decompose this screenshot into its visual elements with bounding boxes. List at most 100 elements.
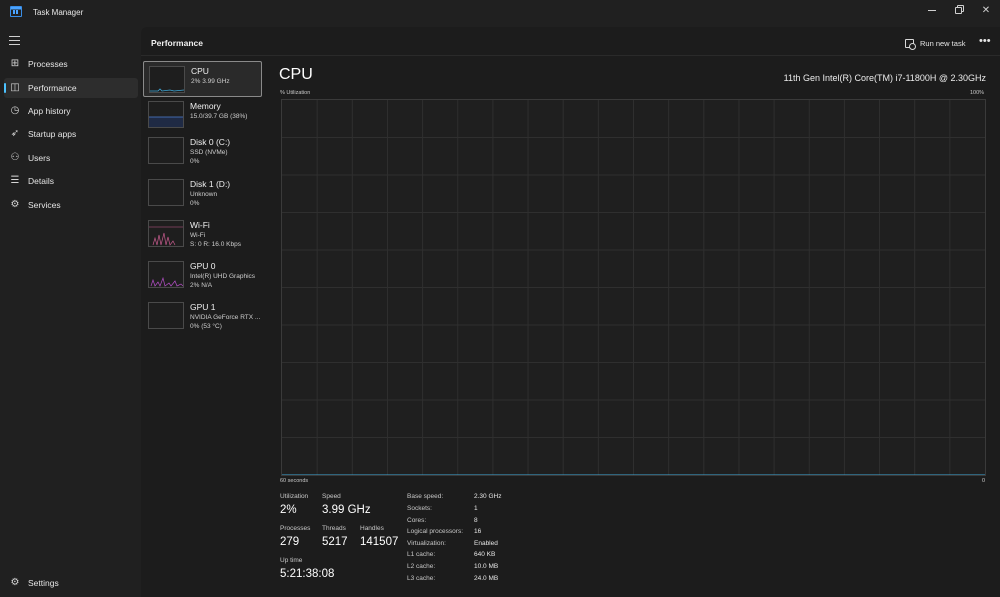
processes-icon: ⊞ [10, 58, 20, 69]
main-panel: Performance Run new task ••• CPU 2% 3.99… [141, 27, 1000, 597]
nav-label: Performance [28, 83, 77, 93]
nav-label: Users [28, 153, 51, 163]
device-name: Wi-Fi [190, 220, 210, 230]
utilization-max-label: 100% [970, 90, 985, 96]
spec-label: Cores: [407, 517, 427, 524]
processes-label: Processes [280, 525, 311, 532]
device-cpu[interactable]: CPU 2% 3.99 GHz [143, 61, 262, 97]
services-icon: ⚙ [10, 199, 20, 210]
x-axis-left-label: 60 seconds [280, 478, 309, 484]
device-disk-1[interactable]: Disk 1 (D:) Unknown 0% [143, 175, 262, 211]
hamburger-icon-line [9, 44, 20, 45]
spec-value: 2.30 GHz [474, 493, 502, 500]
device-name: GPU 1 [190, 302, 216, 312]
minimize-icon [928, 9, 936, 11]
nav-users[interactable]: ⚇ Users [4, 148, 138, 168]
title-bar: Task Manager ✕ [0, 0, 1000, 27]
device-disk-0[interactable]: Disk 0 (C:) SSD (NVMe) 0% [143, 133, 262, 169]
device-type: Intel(R) UHD Graphics [190, 273, 256, 280]
utilization-value: 2% [280, 504, 297, 516]
restore-icon [954, 6, 962, 14]
device-status: S: 0 R: 16.0 Kbps [190, 241, 241, 248]
run-new-task-label: Run new task [920, 38, 966, 48]
memory-mini-graph [149, 116, 183, 127]
performance-icon: ◫ [10, 82, 20, 93]
app-title: Task Manager [33, 8, 84, 17]
nav-settings[interactable]: ⚙ Settings [4, 573, 138, 593]
nav-processes[interactable]: ⊞ Processes [4, 54, 138, 74]
spec-label: Base speed: [407, 493, 444, 500]
threads-value: 5217 [322, 536, 348, 548]
nav-label: Processes [28, 59, 68, 69]
disk0-thumbnail [148, 137, 184, 164]
spec-label: Logical processors: [407, 528, 463, 535]
device-wifi[interactable]: Wi-Fi Wi-Fi S: 0 R: 16.0 Kbps [143, 216, 262, 252]
gpu0-thumbnail [148, 261, 184, 288]
cpu-model: 11th Gen Intel(R) Core(TM) i7-11800H @ 2… [783, 73, 986, 83]
spec-label: Sockets: [407, 505, 432, 512]
x-axis-right-label: 0 [982, 478, 986, 484]
spec-value: 24.0 MB [474, 575, 499, 582]
spec-label: L1 cache: [407, 551, 436, 558]
speed-label: Speed [322, 493, 341, 500]
device-gpu-1[interactable]: GPU 1 NVIDIA GeForce RTX ... 0% (53 °C) [143, 298, 262, 334]
speed-value: 3.99 GHz [322, 504, 371, 516]
spec-label: L3 cache: [407, 575, 436, 582]
close-button[interactable]: ✕ [972, 0, 1000, 20]
nav-performance[interactable]: ◫ Performance [4, 78, 138, 98]
device-status: 2% N/A [190, 282, 213, 289]
device-type: NVIDIA GeForce RTX ... [190, 314, 261, 321]
nav-label: App history [28, 106, 71, 116]
nav-services[interactable]: ⚙ Services [4, 195, 138, 215]
startup-apps-icon: ➶ [10, 128, 20, 139]
cpu-mini-graph [150, 88, 184, 92]
device-type: Wi-Fi [190, 232, 206, 239]
device-name: Memory [190, 101, 221, 111]
cpu-graph-svg [282, 100, 985, 476]
spec-value: 16 [474, 528, 482, 535]
run-task-icon [905, 38, 916, 50]
device-status: 0% (53 °C) [190, 323, 222, 330]
users-icon: ⚇ [10, 152, 20, 163]
processes-value: 279 [280, 536, 300, 548]
details-icon: ☰ [10, 175, 20, 186]
more-options-button[interactable]: ••• [979, 35, 991, 47]
memory-thumbnail [148, 101, 184, 128]
device-type: Unknown [190, 191, 218, 198]
hamburger-icon [9, 36, 20, 37]
cpu-utilization-graph [281, 99, 986, 476]
cpu-thumbnail [149, 66, 185, 93]
device-status: 0% [190, 200, 200, 207]
nav-startup-apps[interactable]: ➶ Startup apps [4, 124, 138, 144]
device-gpu-0[interactable]: GPU 0 Intel(R) UHD Graphics 2% N/A [143, 257, 262, 293]
nav-app-history[interactable]: ◷ App history [4, 101, 138, 121]
nav-details[interactable]: ☰ Details [4, 171, 138, 191]
device-name: CPU [191, 66, 209, 76]
nav-label: Services [28, 200, 61, 210]
minimize-button[interactable] [918, 0, 946, 20]
wifi-mini-graph [149, 226, 183, 246]
spec-value: 8 [474, 517, 478, 524]
settings-icon: ⚙ [10, 577, 20, 588]
handles-value: 141507 [360, 536, 399, 548]
spec-label: L2 cache: [407, 563, 436, 570]
device-status: 0% [190, 158, 200, 165]
gpu0-mini-graph [150, 276, 183, 287]
device-memory[interactable]: Memory 15.0/39.7 GB (38%) [143, 97, 262, 133]
page-title: Performance [151, 38, 203, 48]
wifi-thumbnail [148, 220, 184, 247]
threads-label: Threads [322, 525, 346, 532]
gpu1-thumbnail [148, 302, 184, 329]
app-history-icon: ◷ [10, 105, 20, 116]
utilization-axis-label: % Utilization [280, 90, 311, 96]
uptime-label: Up time [280, 557, 303, 564]
device-status: 2% 3.99 GHz [191, 78, 230, 85]
device-name: Disk 0 (C:) [190, 137, 231, 147]
menu-toggle-button[interactable] [9, 36, 20, 45]
task-manager-icon [10, 6, 22, 17]
run-new-task-button[interactable]: Run new task [905, 36, 965, 50]
header-divider [141, 55, 1000, 56]
restore-button[interactable] [944, 0, 972, 20]
uptime-value: 5:21:38:08 [280, 568, 335, 580]
nav-label: Settings [28, 578, 59, 588]
